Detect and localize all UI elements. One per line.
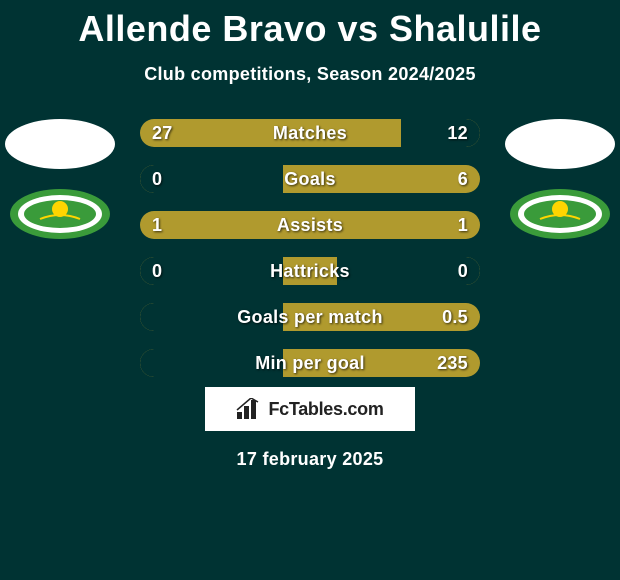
stat-bars: 27Matches120Goals61Assists10Hattricks0Go… (140, 119, 480, 395)
stat-row: 0Goals6 (140, 165, 480, 193)
stat-row: Min per goal235 (140, 349, 480, 377)
stat-label: Assists (140, 211, 480, 239)
stat-right-value: 0.5 (442, 303, 468, 331)
stat-right-value: 6 (458, 165, 468, 193)
stat-label: Matches (140, 119, 480, 147)
stat-right-value: 1 (458, 211, 468, 239)
stat-label: Goals (140, 165, 480, 193)
stat-row: Goals per match0.5 (140, 303, 480, 331)
comparison-area: 27Matches120Goals61Assists10Hattricks0Go… (0, 119, 620, 379)
stat-right-value: 12 (447, 119, 468, 147)
fctables-icon (236, 398, 262, 420)
stat-row: 27Matches12 (140, 119, 480, 147)
stat-label: Min per goal (140, 349, 480, 377)
stat-right-value: 235 (437, 349, 468, 377)
stat-row: 1Assists1 (140, 211, 480, 239)
player-left-placeholder (5, 119, 115, 169)
subtitle: Club competitions, Season 2024/2025 (0, 64, 620, 85)
date-line: 17 february 2025 (0, 449, 620, 470)
stat-row: 0Hattricks0 (140, 257, 480, 285)
stat-label: Goals per match (140, 303, 480, 331)
page-title: Allende Bravo vs Shalulile (0, 8, 620, 50)
brand-text: FcTables.com (268, 399, 383, 420)
club-badge-left (10, 189, 110, 239)
player-right-placeholder (505, 119, 615, 169)
stat-right-value: 0 (458, 257, 468, 285)
stat-label: Hattricks (140, 257, 480, 285)
club-badge-right (510, 189, 610, 239)
